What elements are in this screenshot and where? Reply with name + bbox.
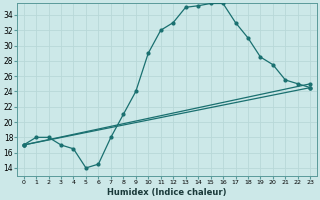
X-axis label: Humidex (Indice chaleur): Humidex (Indice chaleur) xyxy=(107,188,227,197)
